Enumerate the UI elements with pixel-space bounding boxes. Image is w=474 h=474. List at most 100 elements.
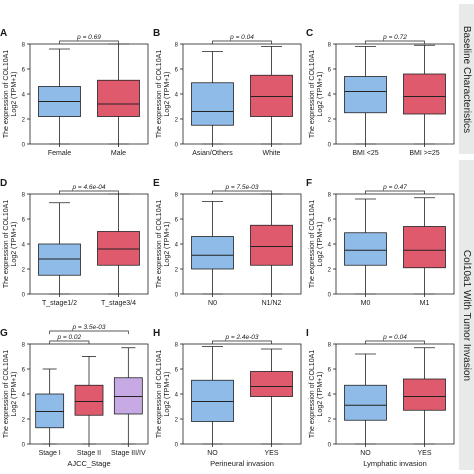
panel-letter: D — [0, 178, 7, 189]
x-tick-label: T_stage3/4 — [101, 300, 136, 307]
y-axis-label: The expression of COL10A1 — [309, 50, 316, 138]
p-value-label: p = 0.69 — [76, 34, 101, 41]
y-tick-label: 6 — [328, 368, 332, 374]
iqr-box — [344, 384, 387, 421]
p-value-label: p = 0.04 — [382, 334, 407, 341]
y-tick-label: 6 — [328, 218, 332, 224]
y-tick-label: 8 — [328, 343, 332, 349]
y-tick-label: 4 — [22, 393, 26, 399]
y-tick-label: 2 — [175, 268, 179, 274]
y-tick-label: 8 — [175, 343, 179, 349]
p-value-label: p = 7.5e-03 — [224, 184, 258, 191]
y-tick-label: 4 — [175, 243, 179, 249]
p-value-label: p = 0.47 — [382, 184, 407, 191]
panel-letter: G — [0, 328, 8, 339]
x-tick-label: M0 — [361, 300, 371, 307]
x-tick-label: Asian/Others — [192, 150, 233, 157]
box-1 — [344, 46, 387, 145]
x-tick-label: YES — [264, 450, 278, 457]
box-2 — [97, 43, 140, 145]
y-tick-label: 2 — [22, 118, 26, 124]
y-tick-label: 0 — [328, 143, 332, 149]
y-axis-label: The expression of COL10A1 — [3, 350, 10, 438]
box-2 — [250, 348, 293, 445]
panel-letter: I — [306, 328, 309, 339]
y-tick-label: 0 — [22, 443, 26, 449]
x-tick-label: YES — [417, 450, 431, 457]
x-axis-label: AJCC_Stage — [67, 459, 110, 468]
box-2 — [403, 44, 446, 145]
p-value-label: p = 2.4e-03 — [224, 334, 258, 341]
x-tick-label: Female — [48, 150, 71, 157]
y-tick-label: 0 — [175, 293, 179, 299]
strip-invasion-label: Col10a1 With Tumor Invasion — [461, 249, 473, 381]
y-tick-label: 2 — [328, 268, 332, 274]
strip-baseline: Baseline Characteristics — [459, 4, 474, 154]
y-tick-label: 4 — [175, 93, 179, 99]
y-tick-label: 8 — [328, 193, 332, 199]
y-tick-label: 8 — [22, 43, 26, 49]
x-tick-label: BMI <25 — [352, 150, 378, 157]
panel-letter: F — [306, 178, 312, 189]
box-1 — [191, 51, 234, 145]
iqr-box — [344, 232, 387, 266]
y-axis-unit: Log2 (TPM+1) — [164, 72, 171, 117]
box-1 — [38, 48, 81, 145]
y-tick-label: 6 — [175, 68, 179, 74]
y-tick-label: 2 — [328, 118, 332, 124]
box-2 — [250, 46, 293, 145]
y-axis-unit: Log2 (TPM+1) — [317, 72, 324, 117]
x-tick-label: NO — [360, 450, 371, 457]
panel-g: G The expression of COL10A1 Log2 (TPM+1) 0 2… — [0, 324, 149, 468]
y-tick-label: 8 — [22, 343, 26, 349]
box-2 — [403, 347, 446, 445]
y-axis-unit: Log2 (TPM+1) — [317, 222, 324, 267]
box-1 — [344, 353, 387, 445]
box-1 — [38, 202, 81, 295]
box-2 — [403, 197, 446, 295]
y-tick-label: 0 — [328, 293, 332, 299]
panel-i: I The expression of COL10A1 Log2 (TPM+1) 0 2… — [306, 328, 455, 468]
panel-e: E The expression of COL10A1 Log2 (TPM+1) 0 2… — [153, 178, 302, 307]
x-tick-label: Stage I — [39, 450, 61, 457]
x-tick-label: BMI >=25 — [409, 150, 439, 157]
y-axis-label: The expression of COL10A1 — [3, 200, 10, 288]
y-axis-unit: Log2 (TPM+1) — [11, 222, 18, 267]
y-axis-unit: Log2 (TPM+1) — [164, 222, 171, 267]
panel-b: B The expression of COL10A1 Log2 (TPM+1) 0 2… — [153, 28, 302, 157]
iqr-box — [113, 377, 143, 415]
box-3 — [113, 347, 143, 445]
p-value-label: p = 0.04 — [229, 34, 254, 41]
iqr-box — [403, 378, 446, 411]
y-axis-label: The expression of COL10A1 — [156, 50, 163, 138]
significance-bracket — [49, 340, 90, 344]
significance-bracket — [212, 340, 272, 344]
x-tick-label: White — [263, 150, 281, 157]
iqr-box — [191, 236, 234, 270]
y-axis-label: The expression of COL10A1 — [156, 200, 163, 288]
p-value-label: p = 4.6e-04 — [71, 184, 105, 191]
y-tick-label: 0 — [175, 443, 179, 449]
panel-c: C The expression of COL10A1 Log2 (TPM+1) 0 2… — [306, 28, 455, 157]
significance-bracket — [49, 330, 129, 334]
significance-bracket — [212, 40, 272, 44]
y-tick-label: 4 — [328, 393, 332, 399]
x-tick-label: Male — [111, 150, 126, 157]
y-axis-unit: Log2 (TPM+1) — [317, 372, 324, 417]
y-tick-label: 2 — [175, 118, 179, 124]
iqr-box — [344, 76, 387, 114]
panel-d: D The expression of COL10A1 Log2 (TPM+1) 0 2… — [0, 178, 149, 307]
panel-letter: E — [153, 178, 160, 189]
panel-a: A The expression of COL10A1 Log2 (TPM+1) 0 2… — [0, 28, 149, 157]
significance-bracket — [212, 190, 272, 194]
x-tick-label: T_stage1/2 — [42, 300, 77, 307]
strip-baseline-label: Baseline Characteristics — [461, 25, 473, 133]
y-tick-label: 0 — [328, 443, 332, 449]
y-tick-label: 6 — [22, 218, 26, 224]
significance-bracket — [59, 190, 119, 194]
p-value-label: p = 0.02 — [56, 334, 81, 341]
panel-h: H The expression of COL10A1 Log2 (TPM+1) 0 2… — [153, 328, 302, 468]
iqr-box — [74, 384, 104, 416]
y-tick-label: 6 — [175, 368, 179, 374]
